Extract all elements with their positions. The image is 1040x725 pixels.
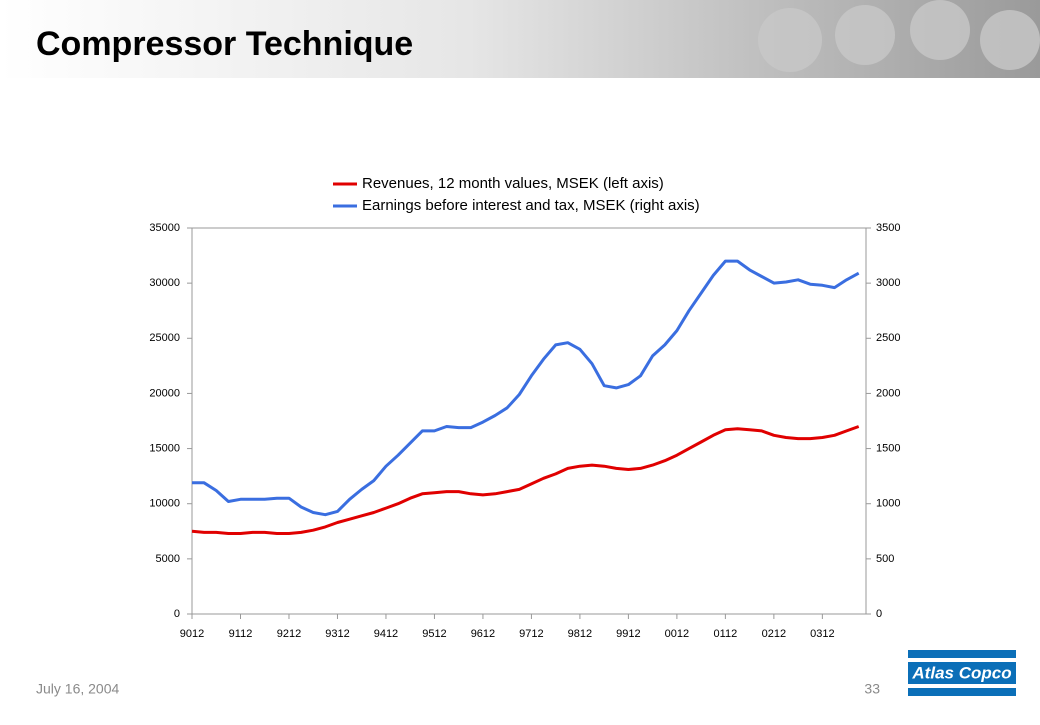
footer-date: July 16, 2004 [36,681,119,697]
y-tick-label: 15000 [149,442,180,454]
plot-area [191,227,867,615]
x-tick-label: 9212 [277,628,301,640]
y-tick-label: 5000 [156,553,180,565]
legend-label: Revenues, 12 month values, MSEK (left ax… [362,175,664,192]
x-tick-label: 9412 [374,628,398,640]
x-tick-label: 0212 [762,628,786,640]
page-number: 33 [864,681,880,697]
series-line [191,425,860,535]
y2-tick-label: 3000 [876,277,900,289]
y-tick-label: 10000 [149,498,180,510]
series-line [192,259,860,517]
x-tick-label: 9912 [616,628,640,640]
header-photo [758,0,1040,72]
x-tick-label: 9812 [568,628,592,640]
y-tick-label: 35000 [149,222,180,234]
y2-tick-label: 2000 [876,387,900,399]
y2-tick-label: 0 [876,608,882,620]
legend-label: Earnings before interest and tax, MSEK (… [362,197,700,214]
y2-tick-label: 2500 [876,332,900,344]
x-tick-label: 9712 [519,628,543,640]
x-tick-label: 9312 [325,628,349,640]
x-tick-label: 0012 [665,628,689,640]
x-tick-label: 9112 [229,628,253,640]
x-tick-label: 9012 [180,628,204,640]
x-tick-label: 9512 [422,628,446,640]
logo: Atlas Copco [908,650,1016,696]
y-tick-label: 0 [174,608,180,620]
x-tick-label: 0112 [714,628,738,640]
y2-tick-label: 500 [876,553,894,565]
y2-tick-label: 1500 [876,442,900,454]
x-tick-label: 0312 [810,628,834,640]
y-tick-label: 25000 [149,332,180,344]
slide-title: Compressor Technique [36,25,413,63]
logo-text: Atlas Copco [911,663,1011,682]
y2-tick-label: 3500 [876,222,900,234]
y2-tick-label: 1000 [876,498,900,510]
y-tick-label: 20000 [149,387,180,399]
x-tick-label: 9612 [471,628,495,640]
y-tick-label: 30000 [149,277,180,289]
